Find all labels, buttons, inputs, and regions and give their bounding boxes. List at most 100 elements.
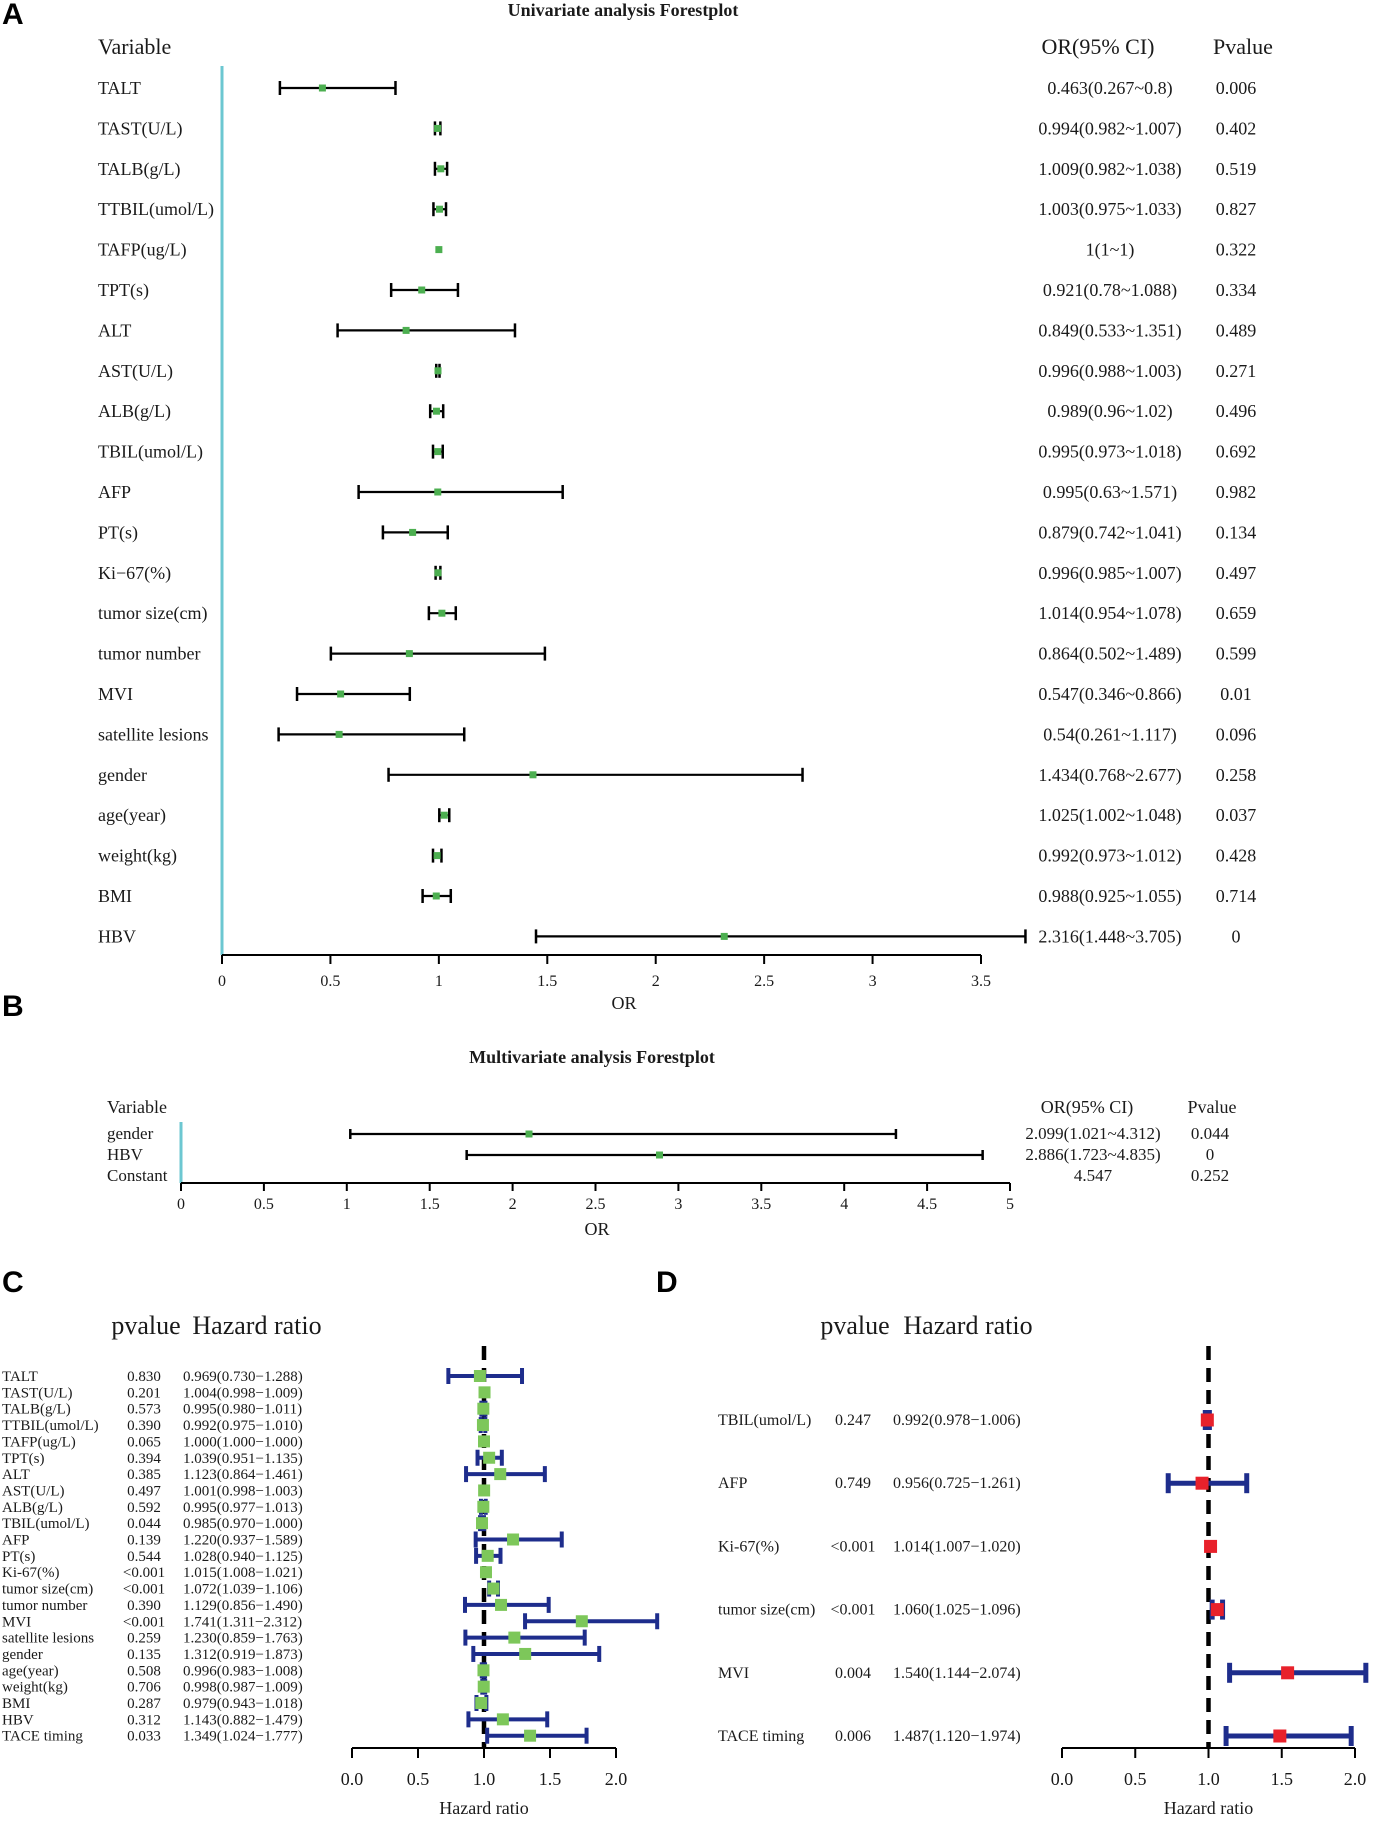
point-estimate [434, 124, 442, 132]
x-tick-label: 1 [343, 1196, 351, 1213]
point-estimate [405, 650, 413, 658]
row-hr-ci: 1.123(0.864−1.461) [183, 1467, 303, 1483]
row-label: tumor number [98, 644, 200, 664]
row-label: age(year) [98, 805, 166, 826]
point-estimate [434, 569, 442, 577]
row-pvalue: 0.714 [1216, 886, 1257, 906]
row-or-ci: 0.463(0.267~0.8) [1047, 78, 1172, 99]
row-label: weight(kg) [2, 1680, 68, 1696]
row-pvalue: 0.390 [127, 1418, 161, 1434]
point-estimate [477, 1680, 490, 1693]
row-or-ci: 0.989(0.96~1.02) [1047, 401, 1172, 422]
row-pvalue: 0.508 [127, 1663, 161, 1679]
x-tick-label: 1.5 [537, 973, 557, 990]
point-estimate [481, 1549, 494, 1562]
point-estimate [440, 811, 448, 819]
row-pvalue: 0.312 [127, 1712, 161, 1728]
row-pvalue: 0 [1206, 1145, 1215, 1164]
row-pvalue: 0.497 [127, 1483, 161, 1499]
point-estimate [524, 1729, 537, 1742]
row-label: satellite lesions [98, 724, 208, 744]
row-label: AFP [718, 1475, 747, 1492]
point-estimate [432, 892, 440, 900]
row-pvalue: 0.982 [1216, 482, 1257, 502]
row-pvalue: 0.385 [127, 1467, 161, 1483]
point-estimate [477, 1664, 490, 1677]
row-label: HBV [2, 1712, 34, 1728]
x-tick-label: 2.5 [754, 973, 774, 990]
row-pvalue: 0.544 [127, 1549, 161, 1565]
row-label: MVI [98, 684, 133, 704]
row-hr-ci: 1.143(0.882−1.479) [183, 1712, 303, 1728]
row-pvalue: 0.592 [127, 1500, 161, 1516]
x-tick-label: 1.0 [473, 1769, 496, 1789]
row-label: AFP [98, 482, 131, 502]
row-or-ci: 0.995(0.63~1.571) [1043, 482, 1177, 503]
row-hr-ci: 0.992(0.978−1.006) [893, 1412, 1021, 1429]
row-or-ci: 0.992(0.973~1.012) [1038, 846, 1181, 867]
point-estimate [529, 771, 537, 779]
point-estimate [418, 286, 426, 294]
row-pvalue: 0.271 [1216, 361, 1257, 381]
header-pvalue: Pvalue [1213, 34, 1273, 59]
x-tick-label: 2.0 [1344, 1769, 1367, 1789]
row-label: TALT [98, 78, 141, 98]
row-hr-ci: 0.998(0.987−1.009) [183, 1680, 303, 1696]
point-estimate [434, 448, 442, 456]
x-tick-label: 1.5 [420, 1196, 440, 1213]
point-estimate [487, 1582, 500, 1595]
x-tick-label: 0.5 [254, 1196, 274, 1213]
row-hr-ci: 1.060(1.025−1.096) [893, 1602, 1021, 1619]
panel-letter: C [2, 1266, 24, 1299]
row-pvalue: 0.599 [1216, 644, 1257, 664]
row-or-ci: 4.547 [1074, 1166, 1113, 1185]
row-label: MVI [2, 1614, 31, 1630]
row-label: gender [98, 765, 147, 785]
row-label: TAST(U/L) [98, 118, 183, 139]
row-label: satellite lesions [2, 1631, 94, 1647]
x-axis-label: Hazard ratio [439, 1798, 528, 1818]
row-label: TACE timing [2, 1729, 83, 1745]
row-label: Ki-67(%) [2, 1565, 59, 1581]
header-variable: Variable [98, 34, 171, 59]
header-or-ci: OR(95% CI) [1041, 34, 1154, 59]
row-pvalue: 0.489 [1216, 320, 1257, 340]
point-estimate [495, 1598, 508, 1611]
row-label: TALT [2, 1369, 38, 1385]
x-tick-label: 2 [652, 973, 660, 990]
panel-letter: D [656, 1266, 678, 1299]
point-estimate [335, 730, 343, 738]
point-estimate [433, 852, 441, 860]
x-tick-label: 2.5 [586, 1196, 606, 1213]
row-pvalue: 0.830 [127, 1369, 161, 1385]
row-or-ci: 2.099(1.021~4.312) [1025, 1124, 1160, 1143]
row-pvalue: 0.006 [835, 1728, 871, 1745]
row-pvalue: 0.749 [835, 1475, 871, 1492]
row-hr-ci: 0.996(0.983−1.008) [183, 1663, 303, 1679]
point-estimate [1204, 1539, 1218, 1553]
row-pvalue: 0.659 [1216, 603, 1257, 623]
row-or-ci: 0.864(0.502~1.489) [1038, 644, 1181, 665]
point-estimate [477, 1402, 490, 1415]
row-pvalue: 0.692 [1216, 442, 1257, 462]
row-label: ALB(g/L) [2, 1500, 63, 1516]
row-pvalue: 0.497 [1216, 563, 1257, 583]
panel-title: Multivariate analysis Forestplot [469, 1047, 715, 1067]
point-estimate [478, 1435, 490, 1448]
x-tick-label: 1.5 [1271, 1769, 1294, 1789]
point-estimate [1273, 1729, 1287, 1743]
row-label: PT(s) [98, 522, 138, 543]
point-estimate [1195, 1476, 1209, 1490]
point-estimate [477, 1500, 490, 1513]
row-label: TACE timing [718, 1728, 804, 1745]
panel-b: B Multivariate analysis Forestplot Variabl… [2, 990, 1237, 1239]
row-or-ci: 1.434(0.768~2.677) [1038, 765, 1181, 786]
row-pvalue: <0.001 [830, 1602, 875, 1619]
panel-letter: A [2, 0, 24, 31]
x-tick-label: 0 [177, 1196, 185, 1213]
row-label: AFP [2, 1533, 30, 1549]
x-tick-label: 0 [218, 973, 226, 990]
x-tick-label: 4.5 [917, 1196, 937, 1213]
row-pvalue: <0.001 [123, 1614, 165, 1630]
row-pvalue: 0.334 [1216, 280, 1257, 300]
